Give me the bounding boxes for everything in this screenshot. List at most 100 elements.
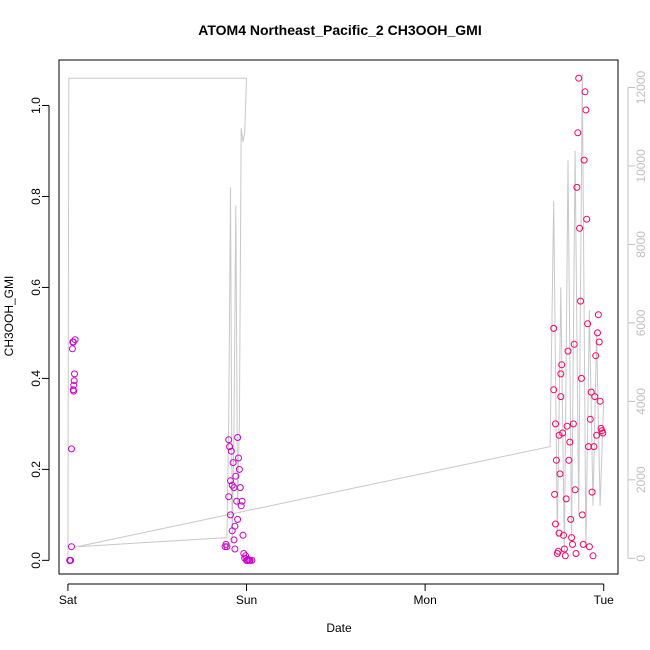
data-point xyxy=(71,336,79,344)
data-point xyxy=(585,443,592,451)
data-point xyxy=(594,329,601,337)
data-point xyxy=(550,386,558,394)
data-point xyxy=(586,415,594,423)
x-tick-label: Sat xyxy=(59,593,78,607)
y-tick-label: 0.0 xyxy=(29,552,43,569)
data-point xyxy=(248,556,256,564)
data-point xyxy=(69,338,77,346)
data-point xyxy=(552,520,559,528)
data-point xyxy=(593,431,601,439)
data-point xyxy=(584,320,592,328)
data-point xyxy=(594,311,602,319)
data-point xyxy=(589,552,597,560)
data-point xyxy=(234,434,242,441)
data-point xyxy=(67,556,75,564)
x-tick-label: Tue xyxy=(594,593,615,607)
data-point xyxy=(569,540,576,548)
data-point xyxy=(585,543,593,551)
plot-border xyxy=(58,59,619,575)
data-point xyxy=(580,156,588,164)
data-point xyxy=(574,129,582,137)
data-point xyxy=(596,397,604,405)
data-point xyxy=(576,224,584,232)
data-point xyxy=(225,436,233,444)
data-point xyxy=(560,531,567,539)
data-point xyxy=(579,540,587,548)
data-point xyxy=(240,550,248,557)
data-point xyxy=(68,445,75,453)
data-point xyxy=(558,361,566,369)
data-point xyxy=(582,106,590,114)
data-point xyxy=(233,497,241,505)
y-tick-label: 0.2 xyxy=(29,461,43,478)
data-point xyxy=(230,536,238,544)
data-point xyxy=(592,352,600,360)
x-tick-label: Sun xyxy=(236,593,257,607)
data-point xyxy=(70,381,78,389)
data-point xyxy=(570,340,578,348)
data-point xyxy=(231,545,239,553)
data-point xyxy=(577,374,585,382)
data-point xyxy=(590,443,598,451)
secondary-y-axis: 0 2000 4000 6000 8000 10000 12000 xyxy=(627,70,648,562)
data-point xyxy=(237,502,245,510)
y-axis: 0.0 0.2 0.4 0.6 0.8 1.0 xyxy=(29,97,50,569)
data-point xyxy=(229,459,237,467)
data-point xyxy=(591,393,599,401)
data-point xyxy=(564,347,572,355)
data-point xyxy=(566,438,574,446)
data-point xyxy=(552,456,560,464)
data-point xyxy=(68,345,76,353)
y2-tick-label: 8000 xyxy=(634,231,648,258)
data-point xyxy=(234,515,242,523)
y2-tick-label: 2000 xyxy=(634,466,648,493)
y2-tick-label: 4000 xyxy=(634,388,648,415)
data-point xyxy=(227,477,234,485)
data-point xyxy=(223,543,231,551)
data-point xyxy=(551,490,559,498)
data-point xyxy=(236,484,244,492)
data-point xyxy=(567,515,575,523)
data-point xyxy=(587,388,595,396)
data-point xyxy=(227,511,234,519)
data-point xyxy=(554,547,562,555)
data-point xyxy=(71,370,78,378)
data-point xyxy=(226,443,234,451)
data-point xyxy=(235,465,243,473)
data-point xyxy=(557,370,565,378)
data-point xyxy=(559,429,567,437)
altitude-polyline xyxy=(67,73,605,565)
data-point xyxy=(568,534,576,542)
data-point xyxy=(573,183,581,191)
data-point xyxy=(555,529,563,537)
y-axis-label: CH3OOH_GMI xyxy=(2,276,16,357)
data-point xyxy=(560,545,568,553)
y2-tick-label: 10000 xyxy=(634,149,648,183)
data-point xyxy=(563,422,571,430)
data-point xyxy=(552,420,559,428)
data-point xyxy=(557,393,565,401)
data-point xyxy=(556,470,564,478)
data-point xyxy=(228,481,236,489)
data-point xyxy=(577,297,584,305)
data-point xyxy=(575,74,583,82)
data-point xyxy=(550,324,558,332)
x-axis-label: Date xyxy=(326,621,352,635)
y-tick-label: 0.6 xyxy=(29,279,43,296)
data-point xyxy=(231,522,239,530)
data-point xyxy=(572,550,580,557)
chart-title: ATOM4 Northeast_Pacific_2 CH3OOH_GMI xyxy=(198,22,481,38)
y-tick-label: 0.4 xyxy=(29,370,43,387)
data-point xyxy=(561,552,569,560)
data-point xyxy=(232,472,240,480)
data-point xyxy=(70,377,78,385)
y-tick-label: 0.8 xyxy=(29,188,43,205)
data-point xyxy=(555,431,563,439)
data-point xyxy=(235,454,242,462)
x-tick-label: Mon xyxy=(413,593,436,607)
data-point xyxy=(227,447,235,455)
x-axis: Sat Sun Mon Tue xyxy=(59,583,615,607)
data-point xyxy=(588,488,596,496)
data-point xyxy=(595,338,603,346)
data-point xyxy=(578,511,586,519)
